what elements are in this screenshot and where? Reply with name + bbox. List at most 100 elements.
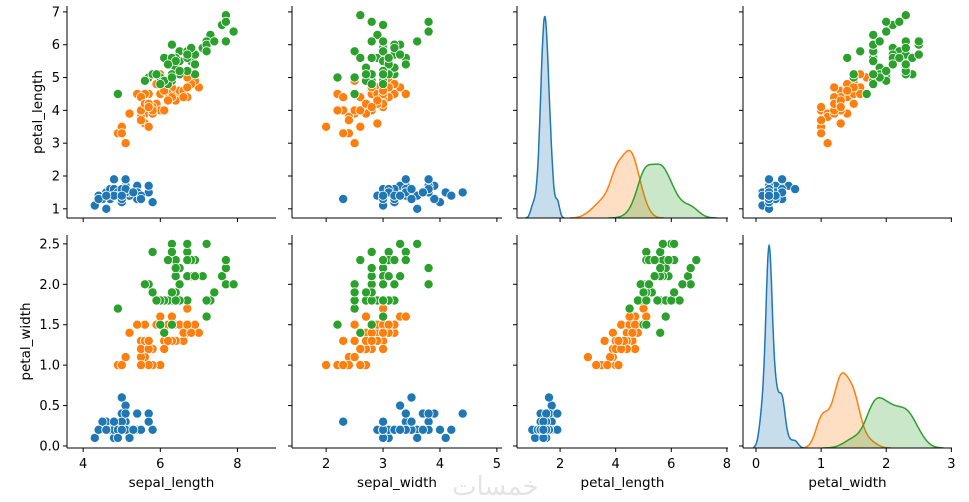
- scatter-point-series-2: [677, 279, 688, 290]
- scatter-point-series-2: [228, 26, 239, 37]
- x-axis-label: petal_width: [808, 475, 886, 491]
- scatter-point-series-0: [446, 190, 457, 201]
- x-tick-label: 4: [79, 457, 87, 472]
- scatter-point-series-2: [900, 59, 911, 70]
- scatter-point-series-2: [691, 255, 702, 266]
- scatter-point-series-1: [355, 360, 366, 371]
- scatter-point-series-2: [166, 246, 177, 257]
- watermark-logo: خمسات: [452, 472, 539, 502]
- scatter-point-series-1: [816, 115, 827, 126]
- scatter-point-series-1: [848, 98, 859, 109]
- scatter-point-series-0: [89, 432, 100, 443]
- scatter-point-series-0: [395, 190, 406, 201]
- scatter-point-series-0: [101, 203, 112, 214]
- scatter-point-series-2: [189, 271, 200, 282]
- scatter-point-series-2: [389, 255, 400, 266]
- scatter-point-series-2: [624, 303, 635, 314]
- scatter-point-series-2: [174, 279, 185, 290]
- plot-area: [527, 238, 702, 443]
- scatter-point-series-0: [446, 424, 457, 435]
- scatter-point-series-1: [378, 327, 389, 338]
- scatter-point-series-1: [366, 102, 377, 113]
- scatter-point-series-0: [97, 416, 108, 427]
- scatter-point-series-2: [900, 43, 911, 54]
- scatter-point-series-0: [406, 184, 417, 195]
- scatter-point-series-0: [764, 174, 775, 185]
- scatter-point-series-2: [166, 287, 177, 298]
- scatter-point-series-1: [816, 128, 827, 139]
- scatter-point-series-1: [143, 102, 154, 113]
- kde-fill-series-1: [570, 150, 665, 218]
- x-tick-label: 3: [947, 457, 955, 472]
- x-tick-label: 8: [723, 457, 731, 472]
- scatter-point-series-2: [220, 16, 231, 27]
- scatter-point-series-2: [151, 295, 162, 306]
- scatter-point-series-0: [124, 432, 135, 443]
- scatter-point-series-0: [101, 424, 112, 435]
- scatter-point-series-2: [189, 59, 200, 70]
- scatter-point-series-2: [378, 255, 389, 266]
- scatter-point-series-2: [355, 255, 366, 266]
- scatter-point-series-2: [423, 279, 434, 290]
- panel-petal_length-vs-sepal_width: [288, 6, 502, 222]
- scatter-point-series-1: [124, 108, 135, 119]
- scatter-point-series-2: [360, 287, 371, 298]
- kde-fill-series-2: [822, 397, 944, 448]
- scatter-point-series-1: [582, 352, 593, 363]
- panel-petal_length-vs-petal_width: [739, 6, 952, 222]
- y-tick-label: 7: [52, 5, 60, 20]
- scatter-point-series-1: [116, 128, 127, 139]
- scatter-point-series-1: [338, 360, 349, 371]
- scatter-point-series-1: [159, 343, 170, 354]
- scatter-point-series-2: [660, 311, 671, 322]
- scatter-point-series-1: [349, 352, 360, 363]
- scatter-point-series-2: [349, 89, 360, 100]
- scatter-point-series-2: [685, 263, 696, 274]
- scatter-point-series-1: [630, 343, 641, 354]
- scatter-point-series-0: [457, 408, 468, 419]
- scatter-point-series-1: [124, 327, 135, 338]
- scatter-point-series-2: [868, 56, 879, 67]
- y-axis-label: petal_length: [30, 70, 46, 154]
- scatter-point-series-0: [143, 416, 154, 427]
- scatter-point-series-0: [395, 424, 406, 435]
- scatter-point-series-2: [378, 79, 389, 90]
- scatter-point-series-2: [360, 69, 371, 80]
- kde-line-series-1: [570, 149, 665, 218]
- kde-fill-series-0: [753, 245, 805, 448]
- scatter-point-series-2: [355, 327, 366, 338]
- scatter-point-series-2: [349, 72, 360, 83]
- kde-fill-series-1: [803, 373, 891, 448]
- panel-petal_width-vs-sepal_length: 0.0 0.5 1.0 1.5 2.0 2.5 4 6 8 sepal_length: [39, 235, 276, 491]
- scatter-point-series-1: [338, 335, 349, 346]
- scatter-point-series-2: [147, 246, 158, 257]
- scatter-point-series-1: [829, 82, 840, 93]
- scatter-point-series-0: [378, 190, 389, 201]
- scatter-point-series-1: [116, 360, 127, 371]
- scatter-point-series-1: [135, 115, 146, 126]
- panel-petal_length-vs-sepal_length: 1 2 3 4 5 6 7: [52, 5, 276, 222]
- scatter-point-series-1: [400, 89, 411, 100]
- scatter-point-series-2: [366, 263, 377, 274]
- x-tick-label: 5: [493, 457, 501, 472]
- scatter-point-series-2: [151, 69, 162, 80]
- scatter-point-series-0: [423, 174, 434, 185]
- scatter-point-series-1: [816, 102, 827, 113]
- scatter-point-series-0: [143, 180, 154, 191]
- x-tick-label: 6: [667, 457, 675, 472]
- scatter-point-series-2: [201, 238, 212, 249]
- scatter-point-series-2: [868, 29, 879, 40]
- scatter-point-series-2: [378, 295, 389, 306]
- scatter-point-series-0: [132, 408, 143, 419]
- y-tick-label: 1.0: [39, 359, 60, 374]
- y-tick-label: 6: [52, 38, 60, 53]
- scatter-point-series-0: [423, 408, 434, 419]
- scatter-point-series-2: [641, 295, 652, 306]
- kde-fill-series-0: [525, 16, 564, 218]
- scatter-point-series-0: [417, 187, 428, 198]
- scatter-point-series-2: [378, 279, 389, 290]
- scatter-point-series-2: [182, 255, 193, 266]
- scatter-point-series-1: [613, 335, 624, 346]
- scatter-point-series-2: [155, 319, 166, 330]
